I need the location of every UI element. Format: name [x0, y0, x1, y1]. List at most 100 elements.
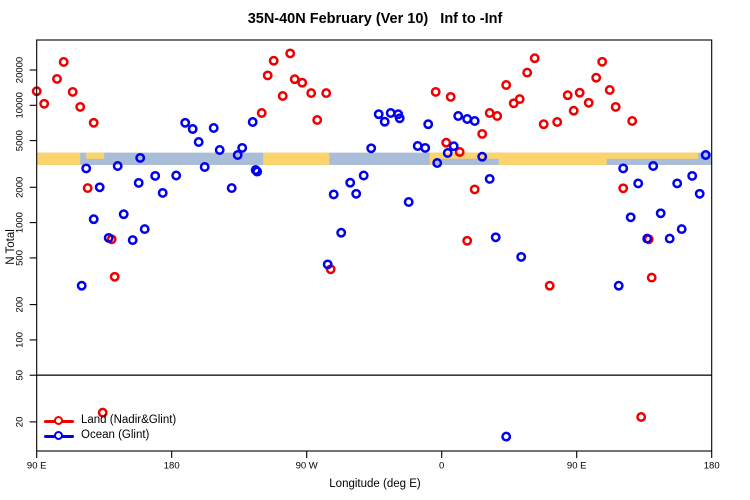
data-point-land [538, 119, 549, 130]
data-point-ocean [469, 116, 480, 126]
data-point-land [462, 235, 473, 246]
y-tick-label: 200 [15, 297, 26, 313]
data-point-ocean [442, 148, 453, 158]
data-point-land [514, 94, 525, 105]
data-point-land [597, 56, 608, 67]
data-point-ocean [625, 212, 636, 223]
y-tick-label: 2000 [15, 177, 26, 198]
x-tick-label: 180 [164, 461, 180, 472]
data-point-land [574, 87, 585, 98]
data-point-ocean [150, 170, 161, 181]
data-point-land [454, 147, 465, 157]
band-segment-ocean [434, 158, 499, 165]
data-point-land [544, 280, 555, 291]
data-point-ocean [618, 163, 629, 174]
x-axis-title: Longitude (deg E) [329, 478, 421, 490]
data-point-land [441, 137, 452, 148]
data-point-ocean [501, 431, 512, 442]
data-point-land [636, 412, 647, 422]
data-point-ocean [373, 109, 384, 120]
legend: Land (Nadir&Glint) Ocean (Glint) [44, 413, 176, 443]
y-tick-label: 100 [15, 332, 26, 348]
data-point-ocean [193, 137, 204, 147]
data-point-land [285, 48, 296, 59]
data-point-ocean [157, 187, 168, 198]
data-point-ocean [412, 141, 423, 151]
x-tick-label: 90 W [296, 461, 318, 472]
data-point-land [552, 117, 563, 127]
data-point-land [67, 86, 78, 97]
data-point-ocean [214, 145, 225, 155]
y-tick-label: 50 [15, 370, 26, 381]
x-tick-label: 0 [439, 461, 444, 472]
data-point-ocean [139, 224, 150, 235]
axes: 20000 10000 5000 2000 1000 500 200 100 50 20 90 E 1… [15, 39, 720, 472]
data-point-land [646, 272, 657, 283]
data-point-ocean [385, 108, 396, 118]
y-axis-title: N Total [5, 229, 17, 265]
legend-label-land: Land (Nadir&Glint) [81, 414, 177, 426]
data-point-land [97, 407, 108, 418]
series-ocean [76, 108, 711, 442]
data-point-land [321, 88, 332, 99]
ocean-marker-icon [44, 430, 74, 441]
data-point-ocean [642, 233, 653, 244]
y-tick-label: 20000 [15, 57, 26, 83]
data-point-land [477, 128, 488, 139]
data-point-ocean [676, 224, 687, 235]
data-point-land [445, 91, 456, 102]
data-point-ocean [171, 170, 182, 181]
data-point-land [627, 116, 638, 126]
data-point-land [82, 183, 93, 194]
data-point-ocean [180, 117, 191, 128]
y-tick-label: 10000 [15, 92, 26, 118]
y-tick-label: 500 [15, 250, 26, 266]
data-point-land [583, 97, 594, 108]
data-point-land [618, 183, 629, 194]
data-point-ocean [351, 188, 362, 199]
data-point-land [88, 117, 99, 128]
data-point-ocean [484, 173, 495, 184]
data-point-land [529, 53, 540, 64]
data-point-ocean [687, 170, 698, 181]
data-point-ocean [420, 142, 431, 153]
data-point-land [75, 101, 86, 112]
data-point-land [262, 70, 273, 81]
data-point-ocean [403, 197, 414, 207]
data-point-land [268, 55, 279, 66]
data-point-land [522, 67, 533, 78]
data-point-land [568, 105, 579, 116]
data-point-ocean [379, 116, 390, 127]
chart-title: 35N-40N February (Ver 10) Inf to -Inf [247, 11, 503, 27]
data-point-land [501, 80, 512, 90]
band-segment-land [263, 152, 330, 165]
data-point-ocean [358, 170, 369, 181]
data-point-land [39, 98, 50, 109]
data-point-ocean [88, 214, 99, 225]
data-point-ocean [187, 124, 198, 134]
data-point-land [256, 108, 267, 118]
data-point-land [58, 57, 69, 67]
data-point-land [562, 90, 573, 101]
data-point-ocean [336, 227, 347, 238]
data-point-ocean [516, 251, 527, 262]
data-point-ocean [613, 280, 624, 291]
x-tick-label: 90 E [567, 461, 587, 472]
data-point-ocean [232, 150, 243, 160]
data-point-ocean [366, 143, 377, 154]
data-point-ocean [345, 177, 356, 188]
data-point-land [469, 184, 480, 195]
data-point-ocean [199, 162, 210, 172]
data-point-ocean [394, 113, 405, 124]
data-point-ocean [103, 232, 114, 243]
data-point-ocean [118, 209, 129, 220]
land-marker-icon [44, 415, 74, 426]
data-point-ocean [226, 183, 237, 194]
x-tick-label: 180 [704, 461, 720, 472]
data-point-land [492, 111, 503, 121]
y-tick-label: 20 [15, 417, 26, 428]
data-point-ocean [633, 178, 644, 189]
data-point-land [306, 88, 317, 99]
data-point-ocean [664, 233, 675, 244]
